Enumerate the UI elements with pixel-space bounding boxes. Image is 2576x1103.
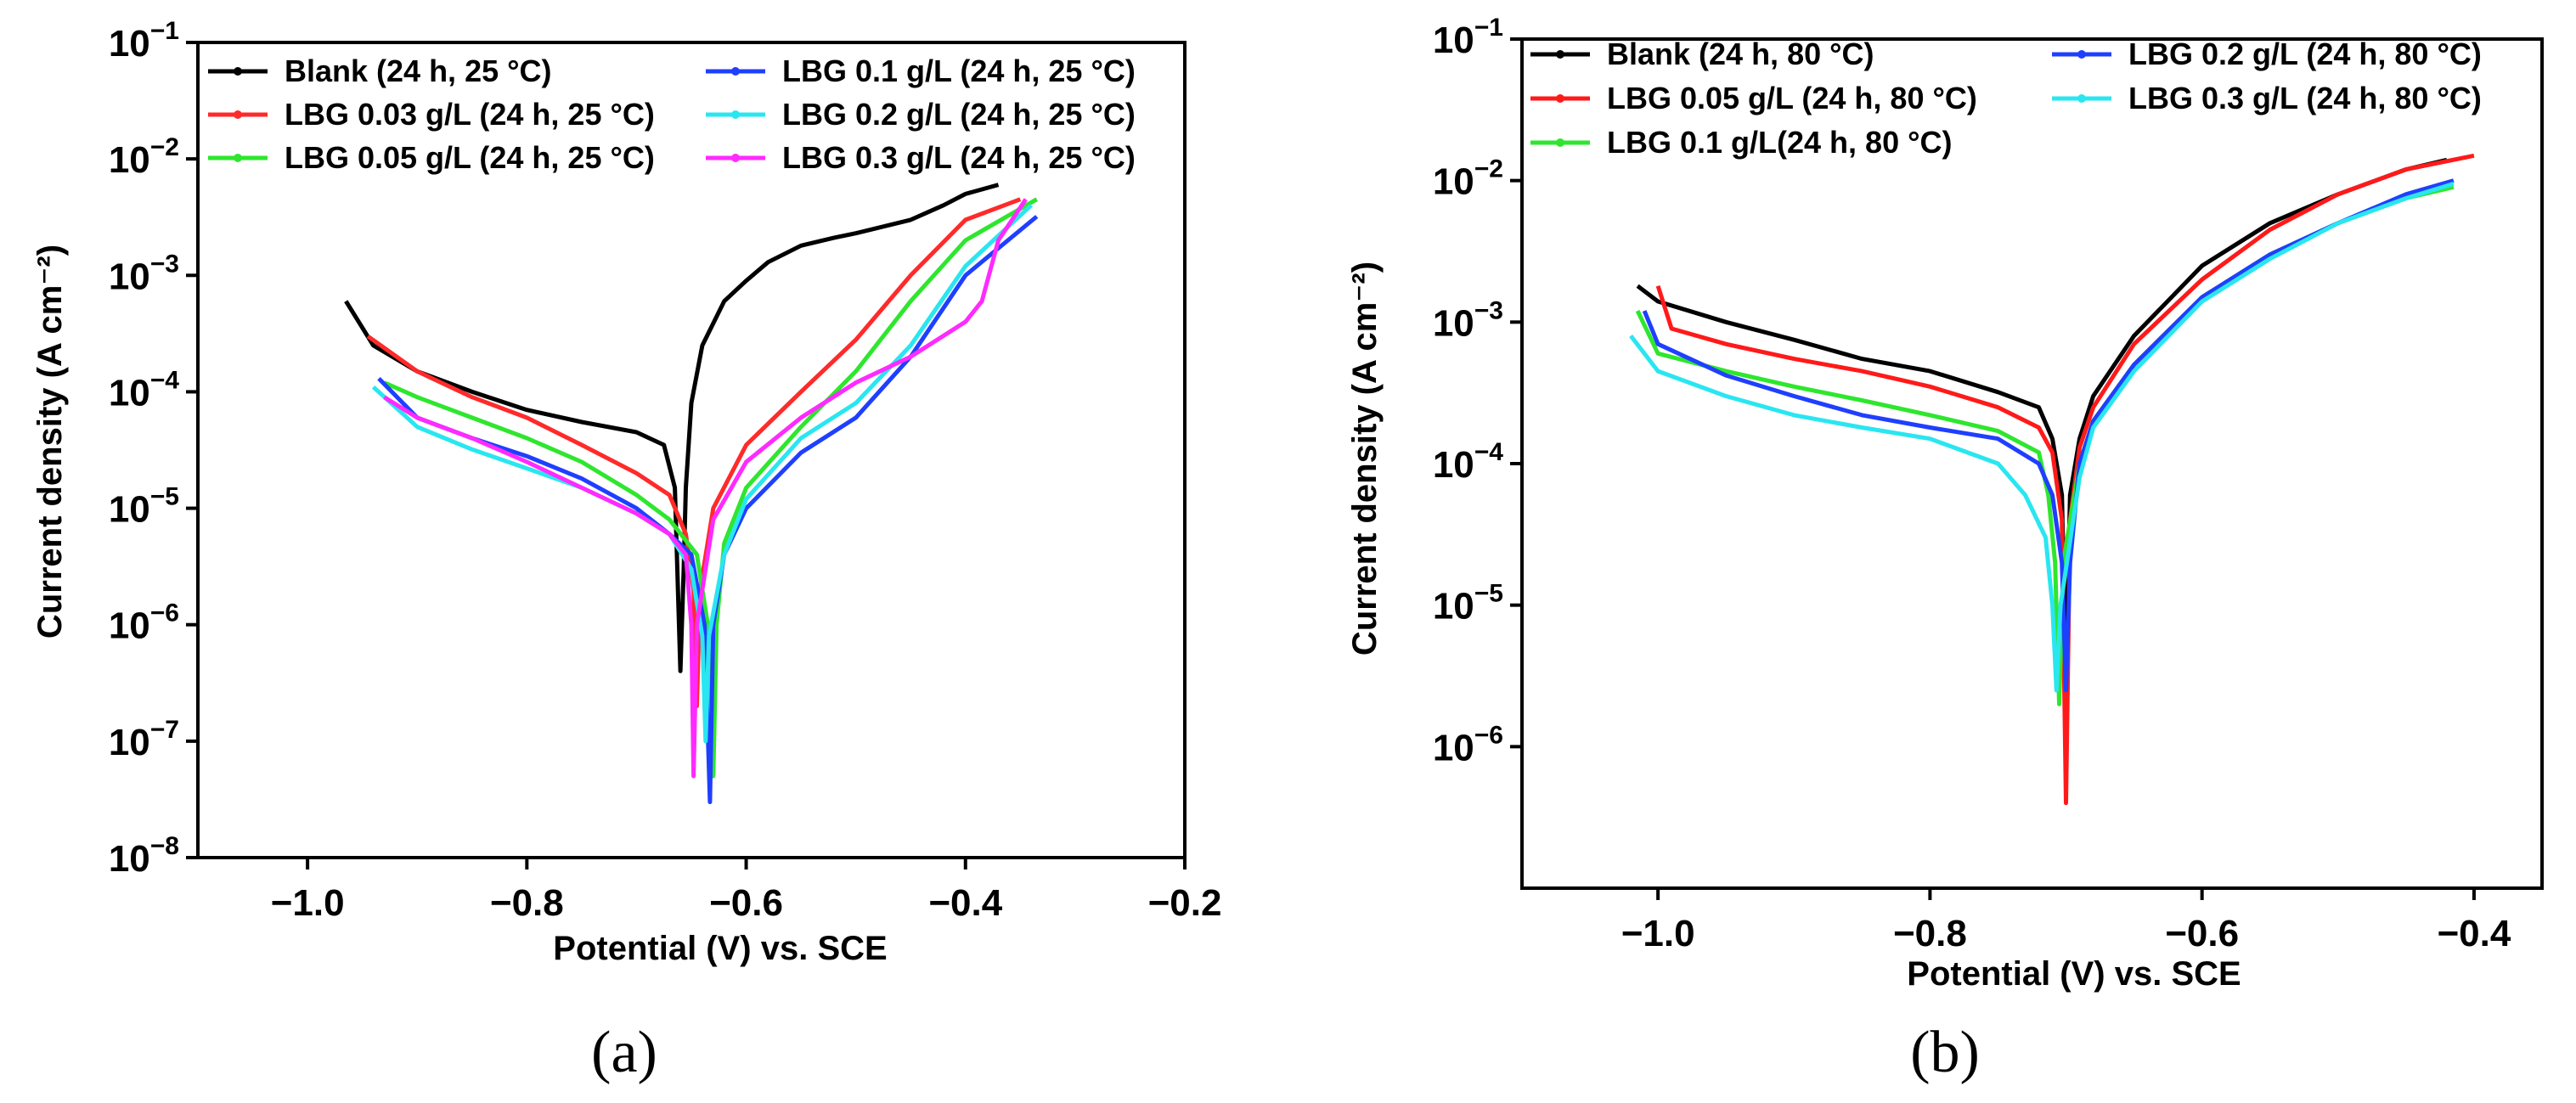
panel-b-xtick-label: −0.8 bbox=[1893, 913, 1967, 954]
panel-a-xtick-label: −0.6 bbox=[709, 882, 783, 924]
panel-a-legend-marker bbox=[234, 110, 242, 119]
panel-a-series bbox=[344, 183, 1039, 805]
panel-a-ytick-label: 10−4 bbox=[109, 366, 179, 414]
panel-a-ytick-label: 10−5 bbox=[109, 483, 179, 531]
panel-a-series-5 bbox=[383, 198, 1028, 779]
panel-a-ytick-label: 10−2 bbox=[109, 133, 179, 181]
panel-b-series-2 bbox=[1635, 184, 2455, 706]
panel-a-xtick-label: −0.2 bbox=[1148, 882, 1222, 924]
panel-b-ytick-label: 10−1 bbox=[1433, 14, 1503, 61]
panel-a-y-axis: 10−8 10−7 10−6 10−5 10−4 10−3 10−2 10−1 bbox=[109, 17, 198, 880]
panel-a-x-axis-title: Potential (V) vs. SCE bbox=[553, 930, 887, 967]
panel-a: −1.0 −0.8 −0.6 −0.4 −0.2 10−810−710−610−510−… bbox=[31, 17, 1221, 1085]
panel-a-legend-marker bbox=[234, 67, 242, 76]
panel-a-legend-marker bbox=[234, 154, 242, 162]
panel-b-series bbox=[1629, 153, 2475, 806]
panel-a-ytick-label: 10−8 bbox=[109, 832, 179, 880]
panel-b-x-axis-title: Potential (V) vs. SCE bbox=[1907, 955, 2241, 993]
panel-b-ytick-label: 10−4 bbox=[1433, 438, 1503, 486]
panel-a-label: (a) bbox=[591, 1020, 657, 1085]
panel-b-ytick-label: 10−6 bbox=[1433, 721, 1503, 768]
panel-a-legend-marker bbox=[731, 154, 740, 162]
panel-b-legend: Blank (24 h, 80 °C) LBG 0.05 g/L (24 h, 8… bbox=[1530, 37, 2482, 160]
panel-b-xtick-label: −0.6 bbox=[2165, 913, 2239, 954]
panel-a-series-0 bbox=[344, 183, 1000, 673]
panel-a-xtick-label: −1.0 bbox=[271, 882, 345, 924]
panel-b-y-axis: 10−6 10−5 10−4 10−3 10−2 10−1 bbox=[1433, 14, 1522, 768]
panel-a-ytick-label: 10−1 bbox=[109, 17, 179, 65]
panel-a-x-axis: −1.0 −0.8 −0.6 −0.4 −0.2 bbox=[271, 858, 1222, 924]
panel-b-label: (b) bbox=[1910, 1020, 1980, 1085]
panel-a-y-axis-title: Current density (A cm⁻²) bbox=[31, 245, 69, 639]
panel-a-series-4 bbox=[371, 203, 1033, 744]
panel-b-legend-marker bbox=[1556, 94, 1564, 103]
panel-a-legend-marker bbox=[731, 110, 740, 119]
panel-a-legend-label: LBG 0.05 g/L (24 h, 25 °C) bbox=[285, 140, 655, 175]
panel-b-series-0 bbox=[1636, 157, 2448, 682]
panel-a-legend-marker bbox=[731, 67, 740, 76]
panel-b-legend-label: LBG 0.3 g/L (24 h, 80 °C) bbox=[2128, 81, 2482, 115]
panel-b-legend-label: LBG 0.1 g/L(24 h, 80 °C) bbox=[1607, 125, 1952, 160]
panel-a-ytick-label: 10−6 bbox=[109, 599, 179, 647]
panel-b-x-axis: −1.0 −0.8 −0.6 −0.4 bbox=[1621, 888, 2511, 954]
panel-b-xtick-label: −1.0 bbox=[1621, 913, 1695, 954]
panel-a-legend-label: LBG 0.03 g/L (24 h, 25 °C) bbox=[285, 97, 655, 132]
panel-a-legend: Blank (24 h, 25 °C) LBG 0.03 g/L (24 h, 2… bbox=[208, 53, 1136, 175]
panel-b: −1.0 −0.8 −0.6 −0.4 10−610−510−410−310−210−… bbox=[1346, 14, 2544, 1085]
panel-a-legend-label: LBG 0.1 g/L (24 h, 25 °C) bbox=[782, 53, 1136, 88]
panel-b-series-1 bbox=[1655, 153, 2475, 806]
panel-b-ytick-label: 10−5 bbox=[1433, 580, 1503, 627]
panel-b-legend-marker bbox=[1556, 50, 1564, 59]
panel-b-ytick-label: 10−3 bbox=[1433, 296, 1503, 344]
panel-b-legend-label: Blank (24 h, 80 °C) bbox=[1607, 37, 1874, 71]
panel-a-legend-label: LBG 0.3 g/L (24 h, 25 °C) bbox=[782, 140, 1136, 175]
panel-a-ytick-label: 10−7 bbox=[109, 716, 179, 763]
panel-a-xtick-label: −0.8 bbox=[490, 882, 564, 924]
panel-a-xtick-label: −0.4 bbox=[928, 882, 1002, 924]
panel-b-legend-marker bbox=[1556, 138, 1564, 147]
panel-a-legend-label: Blank (24 h, 25 °C) bbox=[285, 53, 552, 88]
panel-b-legend-marker bbox=[2077, 50, 2086, 59]
panel-b-xtick-label: −0.4 bbox=[2437, 913, 2511, 954]
panel-b-series-3 bbox=[1642, 178, 2455, 693]
panel-b-series-4 bbox=[1629, 182, 2455, 693]
panel-a-legend-label: LBG 0.2 g/L (24 h, 25 °C) bbox=[782, 97, 1136, 132]
panel-a-ytick-label: 10−3 bbox=[109, 250, 179, 297]
panel-a-series-1 bbox=[366, 197, 1022, 709]
panel-b-legend-label: LBG 0.05 g/L (24 h, 80 °C) bbox=[1607, 81, 1977, 115]
panel-b-y-axis-title: Current density (A cm⁻²) bbox=[1346, 262, 1384, 656]
panel-b-plot-frame bbox=[1520, 37, 2544, 890]
panel-a-plot-frame bbox=[196, 41, 1187, 859]
panel-b-legend-label: LBG 0.2 g/L (24 h, 80 °C) bbox=[2128, 37, 2482, 71]
panel-b-ytick-label: 10−2 bbox=[1433, 155, 1503, 203]
panel-b-legend-marker bbox=[2077, 94, 2086, 103]
